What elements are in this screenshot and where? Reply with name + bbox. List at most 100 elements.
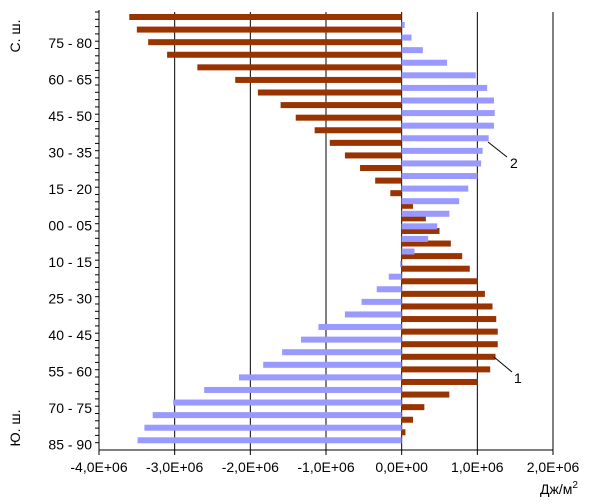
- bar: [360, 165, 402, 172]
- y-tick-label: 75 - 80: [48, 35, 92, 51]
- bar: [263, 361, 402, 368]
- bar: [282, 349, 402, 356]
- bar: [401, 202, 414, 209]
- bar: [401, 253, 463, 260]
- bar: [401, 303, 493, 310]
- y-label-north: С. ш.: [7, 19, 23, 52]
- bar: [401, 240, 451, 247]
- bar: [136, 26, 402, 33]
- bar: [361, 298, 402, 305]
- x-axis-title-main: Дж/м: [540, 481, 572, 497]
- x-tick-label: 0,0E+00: [375, 459, 428, 475]
- bar: [401, 215, 426, 222]
- bar: [401, 404, 425, 411]
- annotation-leader-1: [493, 356, 513, 373]
- bar: [401, 429, 406, 436]
- y-tick-label: 40 - 45: [48, 327, 92, 343]
- annotation-2: 2: [510, 155, 518, 171]
- x-tick-label: 1,0E+06: [451, 459, 504, 475]
- bar: [401, 173, 478, 180]
- bar: [144, 424, 402, 431]
- bar: [401, 378, 478, 385]
- bar: [375, 177, 402, 184]
- y-tick-label: 55 - 60: [48, 364, 92, 380]
- bar: [129, 14, 402, 20]
- bar: [401, 316, 497, 323]
- bar: [167, 51, 402, 58]
- bar: [301, 336, 402, 343]
- bar: [401, 47, 423, 54]
- bar: [401, 353, 496, 360]
- bar: [344, 311, 402, 318]
- bar: [401, 366, 491, 373]
- x-tick-label: -4,0E+06: [70, 459, 127, 475]
- bar: [401, 21, 405, 28]
- bar: [401, 97, 494, 104]
- bar: [388, 273, 402, 280]
- bar: [401, 185, 469, 192]
- bar: [401, 265, 470, 272]
- bar: [401, 34, 412, 41]
- y-tick-labels: 75 - 80 60 - 65 45 - 50 30 - 35 15 - 20 00 - …: [48, 35, 92, 453]
- y-tick-label: 60 - 65: [48, 72, 92, 88]
- bar: [401, 59, 448, 66]
- bar: [401, 248, 415, 255]
- bar: [148, 39, 402, 46]
- bar: [401, 84, 488, 91]
- bar: [401, 72, 476, 79]
- y-tick-label: 10 - 15: [48, 254, 92, 270]
- bar: [314, 127, 402, 134]
- axes: [95, 10, 554, 455]
- series-1-bars: [129, 14, 498, 436]
- y-tick-label: 15 - 20: [48, 181, 92, 197]
- bar: [204, 386, 402, 393]
- x-tick-labels: -4,0E+06 -3,0E+06 -2,0E+06 -1,0E+06 0,0E+00 1…: [70, 459, 579, 475]
- bar: [401, 198, 460, 205]
- bar: [401, 227, 440, 234]
- bar: [280, 102, 402, 109]
- bar: [401, 135, 489, 142]
- bar: [401, 328, 498, 335]
- annotation-leader-2: [487, 141, 508, 158]
- bar: [401, 290, 485, 297]
- bar: [401, 235, 429, 242]
- bar: [401, 147, 483, 154]
- bar: [197, 64, 402, 71]
- bar: [137, 437, 402, 444]
- x-tick-label: -2,0E+06: [222, 459, 279, 475]
- bar: [401, 416, 414, 423]
- bar: [401, 110, 495, 117]
- bar: [344, 152, 402, 159]
- y-tick-label: 30 - 35: [48, 145, 92, 161]
- y-tick-label: 70 - 75: [48, 400, 92, 416]
- bar: [329, 139, 402, 146]
- bar: [401, 210, 450, 217]
- bar: [401, 160, 482, 167]
- x-tick-label: 2,0E+06: [527, 459, 580, 475]
- bar: [235, 76, 402, 83]
- bar: [401, 122, 494, 129]
- y-tick-label: 85 - 90: [48, 437, 92, 453]
- annotation-1: 1: [514, 370, 522, 386]
- series-2-bars: [137, 21, 495, 444]
- x-axis-title: Дж/м2: [540, 480, 578, 497]
- bar: [152, 412, 402, 419]
- bar: [257, 89, 402, 96]
- x-tick-label: -1,0E+06: [297, 459, 354, 475]
- bar: [376, 286, 402, 293]
- bar: [295, 114, 402, 121]
- x-axis-title-sup: 2: [572, 480, 578, 491]
- bar: [401, 341, 498, 348]
- x-tick-label: -3,0E+06: [146, 459, 203, 475]
- bar: [401, 278, 478, 285]
- bar: [173, 399, 402, 406]
- y-label-south: Ю. ш.: [7, 409, 23, 446]
- y-tick-label: 25 - 30: [48, 291, 92, 307]
- bar: [401, 223, 438, 230]
- bar: [390, 190, 402, 197]
- y-tick-label: 00 - 05: [48, 218, 92, 234]
- bar: [318, 324, 402, 331]
- bar: [401, 391, 450, 398]
- bar: [400, 261, 402, 268]
